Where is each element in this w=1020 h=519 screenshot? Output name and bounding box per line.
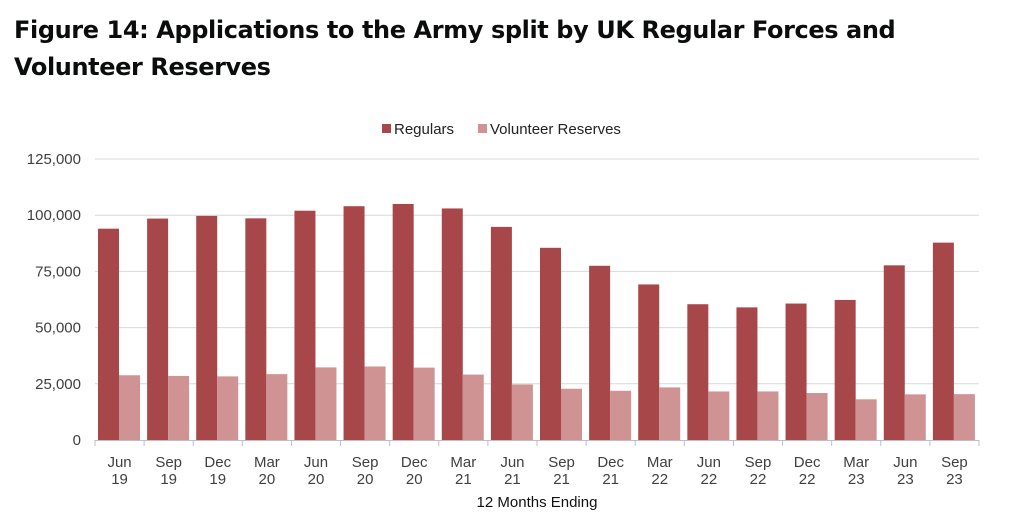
x-tick-label: Mar 21 bbox=[450, 454, 476, 488]
y-tick-label: 25,000 bbox=[35, 376, 81, 393]
gridlines bbox=[95, 158, 979, 385]
bar-volunteer-reserves bbox=[119, 375, 140, 440]
bar-regulars bbox=[785, 303, 807, 440]
bar-volunteer-reserves bbox=[806, 393, 828, 440]
bar-volunteer-reserves bbox=[708, 391, 730, 440]
bar-volunteer-reserves bbox=[168, 375, 190, 440]
bar-volunteer-reserves bbox=[855, 399, 877, 440]
legend-swatch-regulars bbox=[382, 124, 391, 133]
bar-volunteer-reserves bbox=[610, 390, 632, 440]
legend-label: Regulars bbox=[394, 121, 454, 138]
bar-regulars bbox=[245, 218, 267, 440]
bar-volunteer-reserves bbox=[413, 367, 435, 440]
bar-regulars bbox=[490, 226, 512, 440]
bar-volunteer-reserves bbox=[904, 394, 926, 440]
x-axis-ticks: Jun 19 Sep 19 Dec 19 Mar 20 Jun 20 Sep 20 Dec 20 Mar 21… bbox=[107, 454, 967, 488]
bar-regulars bbox=[147, 218, 169, 440]
bar-volunteer-reserves bbox=[315, 367, 337, 440]
x-axis-title: 12 Months Ending bbox=[477, 494, 598, 511]
x-tick-label: Sep 20 bbox=[352, 454, 379, 488]
x-tick-label: Sep 22 bbox=[745, 454, 772, 488]
x-axis bbox=[94, 440, 980, 446]
y-tick-label: 75,000 bbox=[35, 263, 81, 280]
bar-regulars bbox=[638, 284, 660, 440]
x-tick-label: Dec 20 bbox=[401, 454, 428, 488]
bar-volunteer-reserves bbox=[462, 374, 484, 440]
bars bbox=[98, 203, 975, 440]
x-tick-label: Mar 23 bbox=[843, 454, 869, 488]
bar-volunteer-reserves bbox=[364, 366, 386, 440]
bar-regulars bbox=[883, 265, 905, 440]
y-tick-label: 125,000 bbox=[27, 151, 81, 168]
bar-volunteer-reserves bbox=[266, 374, 288, 440]
y-axis-ticks: 0 25,000 50,000 75,000 100,000 125,000 bbox=[27, 151, 81, 449]
legend-label: Volunteer Reserves bbox=[490, 121, 621, 138]
bar-volunteer-reserves bbox=[659, 387, 681, 440]
bar-volunteer-reserves bbox=[757, 391, 779, 440]
bar-regulars bbox=[392, 203, 414, 440]
bar-volunteer-reserves bbox=[511, 384, 533, 440]
x-tick-label: Sep 23 bbox=[941, 454, 968, 488]
x-tick-label: Jun 19 bbox=[107, 454, 131, 488]
bar-regulars bbox=[441, 208, 463, 440]
y-tick-label: 100,000 bbox=[27, 207, 81, 224]
bar-regulars bbox=[540, 247, 561, 440]
x-tick-label: Jun 23 bbox=[893, 454, 917, 488]
x-tick-label: Mar 20 bbox=[254, 454, 280, 488]
bar-regulars bbox=[932, 242, 954, 440]
bar-regulars bbox=[736, 307, 758, 440]
bar-volunteer-reserves bbox=[953, 394, 975, 440]
bar-regulars bbox=[98, 228, 119, 440]
x-tick-label: Dec 19 bbox=[204, 454, 231, 488]
y-tick-label: 50,000 bbox=[35, 320, 81, 337]
figure-title: Figure 14: Applications to the Army spli… bbox=[14, 16, 896, 81]
x-tick-label: Mar 22 bbox=[647, 454, 673, 488]
bar-regulars bbox=[196, 215, 218, 440]
x-tick-label: Dec 22 bbox=[794, 454, 821, 488]
y-tick-label: 0 bbox=[73, 432, 81, 449]
bar-regulars bbox=[834, 299, 856, 440]
bar-volunteer-reserves bbox=[561, 388, 582, 440]
x-tick-label: Jun 22 bbox=[697, 454, 721, 488]
legend: Regulars Volunteer Reserves bbox=[382, 121, 621, 138]
bar-regulars bbox=[589, 265, 611, 440]
x-tick-label: Jun 20 bbox=[304, 454, 328, 488]
x-tick-label: Dec 21 bbox=[597, 454, 624, 488]
bar-regulars bbox=[294, 210, 316, 440]
bar-regulars bbox=[343, 206, 365, 440]
bar-regulars bbox=[687, 304, 709, 440]
legend-swatch-volunteer-reserves bbox=[478, 124, 487, 133]
x-tick-label: Sep 19 bbox=[155, 454, 182, 488]
x-tick-label: Sep 21 bbox=[548, 454, 575, 488]
x-tick-label: Jun 21 bbox=[500, 454, 524, 488]
bar-volunteer-reserves bbox=[217, 376, 239, 440]
